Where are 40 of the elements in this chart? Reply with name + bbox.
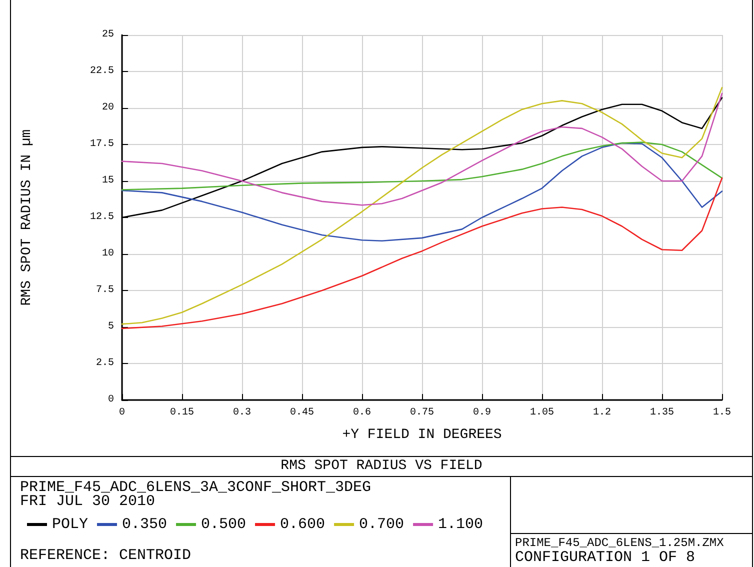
text: RMS SPOT RADIUS VS FIELD bbox=[280, 458, 484, 474]
legend-label: POLY bbox=[52, 516, 88, 533]
x-tick-label: 0.15 bbox=[170, 408, 194, 418]
x-tick-label: 0.3 bbox=[232, 408, 252, 418]
y-tick-label: 20 bbox=[102, 102, 114, 114]
x-tick-label: 0.9 bbox=[472, 408, 492, 418]
line-series bbox=[121, 177, 723, 330]
text: FRI JUL 30 2010 bbox=[20, 493, 156, 510]
line-series bbox=[121, 86, 723, 325]
x-tick-label: 0.45 bbox=[290, 408, 314, 418]
x-tick-label: 1.35 bbox=[650, 408, 674, 418]
line-series bbox=[121, 142, 723, 190]
text: PRIME_F45_ADC_6LENS_1.25M.ZMX bbox=[515, 536, 724, 550]
legend-label: 0.600 bbox=[280, 516, 326, 533]
x-tick-label: 1.5 bbox=[712, 408, 732, 418]
x-tick-label: 1.05 bbox=[530, 408, 554, 418]
legend-label: 0.350 bbox=[122, 516, 168, 533]
y-tick-label: 22.5 bbox=[90, 66, 114, 77]
y-tick-label: 10 bbox=[102, 248, 114, 260]
x-tick-label: 0.6 bbox=[352, 408, 372, 418]
y-axis-title: RMS SPOT RADIUS IN µm bbox=[19, 129, 35, 306]
x-tick-label: 0 bbox=[118, 408, 126, 418]
legend-label: 1.100 bbox=[438, 516, 484, 533]
y-tick-label: 25 bbox=[102, 30, 114, 40]
line-series bbox=[121, 142, 723, 242]
text: PRIME_F45_ADC_6LENS_3A_3CONF_SHORT_3DEG bbox=[20, 479, 372, 496]
x-axis-title: +Y FIELD IN DEGREES bbox=[342, 427, 502, 443]
x-tick-label: 1.2 bbox=[592, 408, 612, 418]
y-tick-label: 7.5 bbox=[96, 285, 114, 296]
y-tick-label: 15 bbox=[102, 176, 114, 186]
legend-label: 0.700 bbox=[359, 516, 404, 533]
text: CONFIGURATION 1 OF 8 bbox=[515, 549, 696, 566]
y-tick-label: 0 bbox=[108, 394, 114, 406]
y-tick-label: 5 bbox=[108, 322, 114, 332]
text: REFERENCE: CENTROID bbox=[20, 547, 192, 564]
y-tick-label: 17.5 bbox=[90, 139, 114, 150]
legend-label: 0.500 bbox=[201, 516, 246, 533]
y-tick-label: 12.5 bbox=[90, 212, 114, 223]
x-tick-label: 0.75 bbox=[410, 408, 434, 418]
y-tick-label: 2.5 bbox=[96, 358, 114, 369]
